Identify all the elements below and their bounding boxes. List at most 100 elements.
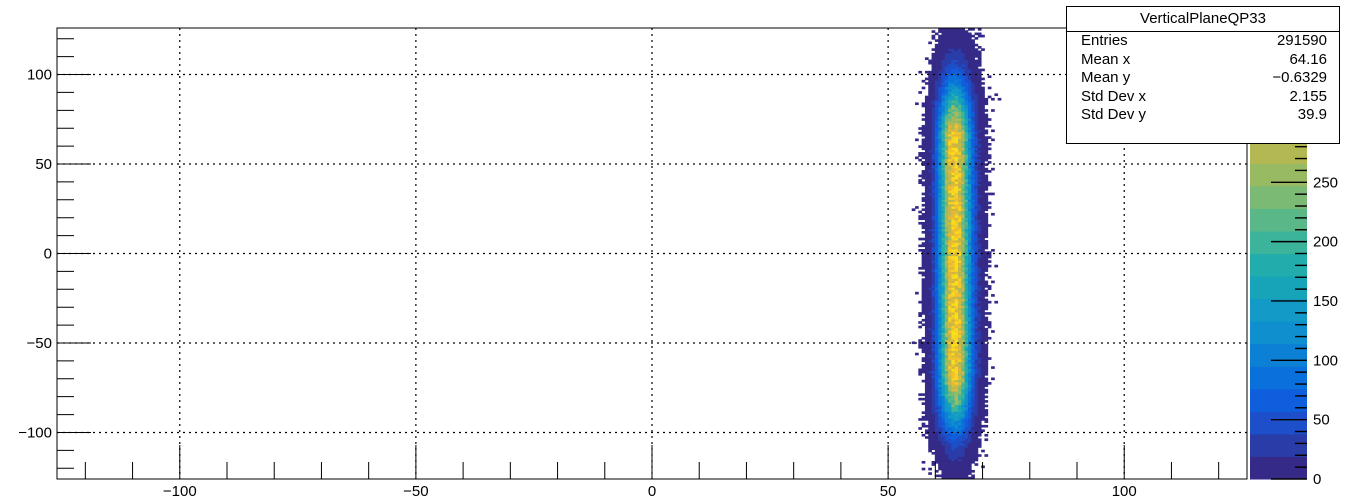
heatmap-cell: [958, 161, 962, 164]
heatmap-cell: [938, 199, 942, 203]
heatmap-cell: [941, 363, 946, 367]
heatmap-cell: [948, 140, 952, 144]
heatmap-cell: [974, 382, 979, 385]
heatmap-cell: [987, 161, 992, 164]
heatmap-cell: [958, 305, 962, 309]
heatmap-cell: [971, 271, 975, 275]
heatmap-cell: [981, 165, 985, 169]
heatmap-cell: [958, 50, 962, 54]
heatmap-cell: [977, 221, 982, 225]
heatmap-cell: [948, 97, 952, 101]
heatmap-cell: [958, 330, 962, 333]
heatmap-cell: [924, 318, 929, 322]
heatmap-cell: [977, 264, 982, 268]
heatmap-cell: [931, 57, 936, 60]
heatmap-cell: [984, 97, 989, 101]
heatmap-cell: [974, 318, 979, 322]
heatmap-cell: [954, 303, 959, 306]
y-tick-label: 100: [27, 67, 52, 84]
heatmap-cell: [964, 359, 969, 363]
heatmap-cell: [981, 131, 985, 135]
heatmap-cell: [967, 91, 972, 94]
heatmap-cell: [934, 174, 939, 178]
heatmap-cell: [958, 88, 962, 92]
heatmap-cell: [977, 348, 982, 351]
heatmap-cell: [938, 382, 942, 385]
heatmap-cell: [967, 88, 972, 92]
heatmap-cell: [924, 330, 929, 333]
heatmap-cell: [938, 404, 942, 408]
heatmap-cell: [961, 276, 966, 279]
heatmap-cell: [928, 183, 932, 187]
heatmap-cell: [934, 181, 939, 184]
heatmap-cell: [964, 201, 969, 205]
heatmap-cell: [984, 285, 989, 288]
stats-row-std-dev-x: Std Dev x 2.155: [1067, 88, 1339, 107]
heatmap-cell: [941, 179, 946, 182]
heatmap-cell: [924, 183, 929, 187]
heatmap-cell: [967, 138, 972, 142]
heatmap-cell: [951, 102, 956, 106]
heatmap-cell: [974, 233, 979, 236]
heatmap-cell: [967, 424, 972, 428]
heatmap-cell: [981, 192, 985, 196]
heatmap-cell: [951, 384, 956, 387]
heatmap-cell: [931, 264, 936, 268]
heatmap-cell: [944, 336, 949, 340]
heatmap-cell: [921, 370, 926, 374]
heatmap-cell: [964, 271, 969, 275]
heatmap-cell: [958, 307, 962, 311]
heatmap-cell: [928, 411, 932, 414]
heatmap-cell: [964, 332, 969, 336]
heatmap-cell: [964, 215, 969, 218]
heatmap-cell: [934, 377, 939, 381]
heatmap-cell: [977, 278, 982, 281]
heatmap-cell: [944, 260, 949, 263]
heatmap-cell: [971, 296, 975, 299]
heatmap-cell: [938, 149, 942, 153]
heatmap-cell: [958, 400, 962, 403]
heatmap-cell: [941, 305, 946, 309]
heatmap-cell: [961, 226, 966, 230]
heatmap-cell: [958, 404, 962, 408]
heatmap-cell: [951, 194, 956, 198]
heatmap-cell: [948, 431, 952, 435]
heatmap-cell: [977, 167, 982, 171]
heatmap-cell: [921, 267, 926, 270]
heatmap-cell: [984, 131, 989, 135]
heatmap-cell: [934, 255, 939, 259]
heatmap-cell: [971, 400, 975, 403]
heatmap-cell: [941, 230, 946, 234]
heatmap-cell: [954, 237, 959, 241]
heatmap-cell: [941, 163, 946, 166]
heatmap-cell: [944, 303, 949, 306]
heatmap-cell: [924, 97, 929, 101]
heatmap-cell: [951, 203, 956, 207]
heatmap-cell: [971, 440, 975, 444]
heatmap-cell: [954, 280, 959, 284]
heatmap-cell: [934, 393, 939, 396]
heatmap-cell: [931, 345, 936, 349]
heatmap-cell: [928, 219, 932, 223]
heatmap-cell: [964, 262, 969, 266]
heatmap-cell: [984, 438, 989, 442]
heatmap-cell: [961, 158, 966, 162]
heatmap-cell: [938, 264, 942, 268]
heatmap-cell: [958, 447, 962, 451]
heatmap-cell: [974, 273, 979, 277]
heatmap-cell: [948, 174, 952, 178]
heatmap-cell: [954, 262, 959, 266]
heatmap-cell: [971, 57, 975, 60]
heatmap-cell: [977, 208, 982, 212]
stats-title: VerticalPlaneQP33: [1067, 7, 1339, 32]
heatmap-cell: [967, 102, 972, 106]
heatmap-cell: [924, 248, 929, 252]
heatmap-cell: [951, 217, 956, 221]
heatmap-cell: [938, 95, 942, 99]
heatmap-cell: [938, 77, 942, 81]
heatmap-cell: [951, 201, 956, 205]
heatmap-cell: [934, 345, 939, 349]
heatmap-cell: [944, 127, 949, 130]
heatmap-cell: [967, 314, 972, 318]
heatmap-cell: [928, 197, 932, 200]
